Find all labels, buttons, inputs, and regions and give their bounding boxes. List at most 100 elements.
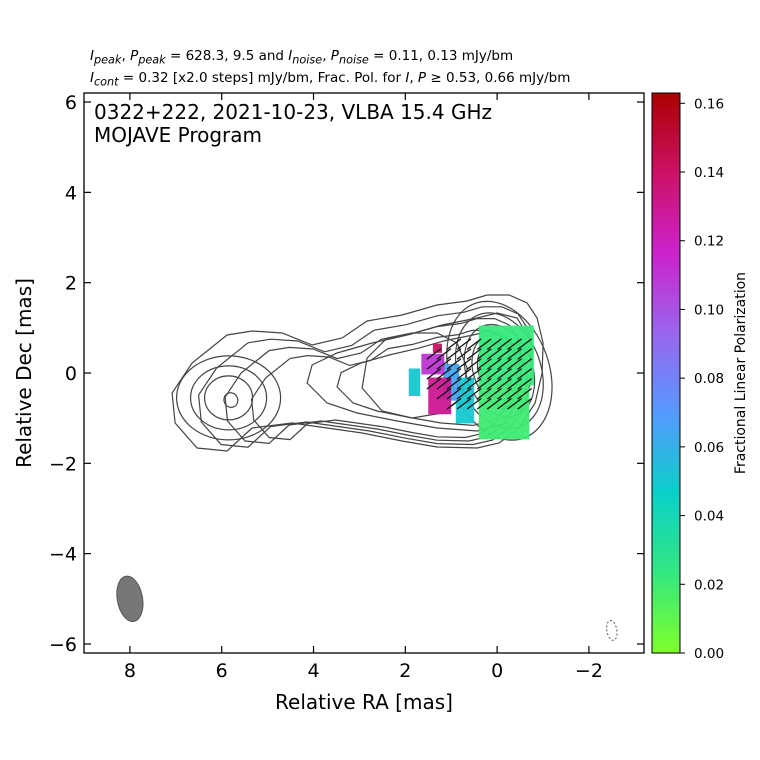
evpa-vector [497, 348, 512, 360]
y-tick-label: 6 [65, 92, 77, 114]
evpa-vector [446, 348, 462, 360]
evpa-vector [476, 368, 492, 380]
inoise-sub: noise [292, 53, 323, 67]
evpa-vector [507, 397, 522, 410]
evpa-vector [446, 338, 462, 350]
pol-pixel [432, 343, 443, 353]
evpa-vector [507, 358, 522, 370]
evpa-vector [486, 397, 502, 410]
evpa-vector [456, 368, 472, 380]
y-axis-label: Relative Dec [mas] [12, 278, 36, 468]
evpa-vector [486, 388, 502, 400]
colorbar-label: Fractional Linear Polarization [733, 272, 749, 474]
evpa-vector [436, 348, 452, 360]
evpa-vector [497, 388, 512, 400]
evpa-vector [466, 388, 482, 400]
evpa-vector [426, 378, 442, 390]
evpa-vector [497, 378, 512, 390]
ipeak-sub: peak [93, 53, 122, 67]
evpa-vector [497, 338, 512, 350]
colorbar-tick-label: 0.10 [694, 302, 724, 318]
evpa-vector [476, 358, 492, 370]
y-tick-label: 4 [65, 182, 77, 204]
evpa-vector [476, 348, 492, 360]
icont-sub: cont [93, 75, 119, 89]
colorbar [651, 92, 681, 654]
colorbar-tick-label: 0.14 [694, 165, 724, 181]
evpa-vector [426, 368, 442, 380]
evpa-vector [486, 358, 502, 370]
evpa-vector [507, 368, 522, 380]
pnoise-sub: noise [338, 53, 369, 67]
y-tick-label: −6 [49, 634, 77, 656]
evpa-vector [517, 397, 533, 410]
header-end2: ≥ 0.53, 0.66 mJy/bm [426, 70, 571, 86]
colorbar-tick-label: 0.16 [694, 96, 724, 112]
evpa-vector [466, 368, 482, 380]
evpa-vector [446, 378, 462, 390]
evpa-vector [426, 348, 442, 360]
evpa-vector [507, 338, 522, 350]
colorbar-tick-label: 0.12 [694, 234, 724, 250]
x-axis-label: Relative RA [mas] [275, 690, 453, 714]
header-mid2: = 0.32 [x2.0 steps] mJy/bm, Frac. Pol. f… [118, 70, 406, 86]
evpa-vector [436, 368, 452, 380]
evpa-vector [466, 397, 482, 410]
evpa-vector [517, 368, 533, 380]
evpa-vector [517, 378, 533, 390]
evpa-vector [486, 348, 502, 360]
header-line-2: Icont = 0.32 [x2.0 steps] mJy/bm, Frac. … [90, 70, 571, 89]
evpa-vector [497, 358, 512, 370]
inoise-symbol: I [288, 48, 293, 64]
evpa-vector [456, 338, 472, 350]
y-tick-label: 0 [65, 363, 77, 385]
axis-ticks: 8 6 4 2 0 −2 6 4 2 0 −2 −4 −6 [49, 92, 644, 682]
evpa-vector [486, 378, 502, 390]
evpa-vector-layer [426, 338, 533, 410]
x-tick-label: 2 [399, 660, 411, 682]
evpa-vector [456, 388, 472, 400]
evpa-vector [517, 348, 533, 360]
colorbar-tick-label: 0.06 [694, 440, 724, 456]
chart-title: 0322+222, 2021-10-23, VLBA 15.4 GHz [94, 100, 492, 124]
contour-knot [361, 332, 468, 419]
evpa-vector [476, 388, 492, 400]
evpa-vector [456, 378, 472, 390]
evpa-vector [446, 397, 462, 410]
chart-subtitle: MOJAVE Program [94, 123, 262, 147]
colorbar-tick-label: 0.02 [694, 577, 724, 593]
i-symbol: I [405, 70, 410, 86]
evpa-vector [456, 348, 472, 360]
ppeak-symbol: P [130, 48, 139, 64]
contour-jet-0 [171, 294, 544, 452]
evpa-vector [456, 358, 472, 370]
contour-blob-1 [189, 365, 268, 431]
y-tick-label: −4 [49, 544, 77, 566]
x-tick-label: 4 [307, 660, 319, 682]
y-tick-label: 2 [65, 273, 77, 295]
colorbar-tick-label: 0.08 [694, 371, 724, 387]
contour-blob-0 [175, 355, 282, 441]
evpa-vector [476, 378, 492, 390]
evpa-vector [486, 368, 502, 380]
evpa-vector [466, 378, 482, 390]
evpa-vector [507, 348, 522, 360]
evpa-vector [507, 388, 522, 400]
evpa-vector [436, 388, 452, 400]
evpa-vector [456, 397, 472, 410]
evpa-vector [446, 358, 462, 370]
pnoise-symbol: P [330, 48, 339, 64]
x-tick-label: 0 [491, 660, 503, 682]
evpa-vector [517, 388, 533, 400]
x-tick-label: −2 [575, 660, 603, 682]
evpa-vector [497, 368, 512, 380]
x-tick-label: 6 [216, 660, 228, 682]
y-tick-label: −2 [49, 453, 77, 475]
beam-ellipse [116, 575, 144, 623]
icont-symbol: I [90, 70, 94, 86]
ipeak-symbol: I [90, 48, 94, 64]
evpa-vector [486, 338, 502, 350]
pol-pixel [478, 325, 534, 386]
header-end1: = 0.11, 0.13 mJy/bm [368, 48, 514, 64]
